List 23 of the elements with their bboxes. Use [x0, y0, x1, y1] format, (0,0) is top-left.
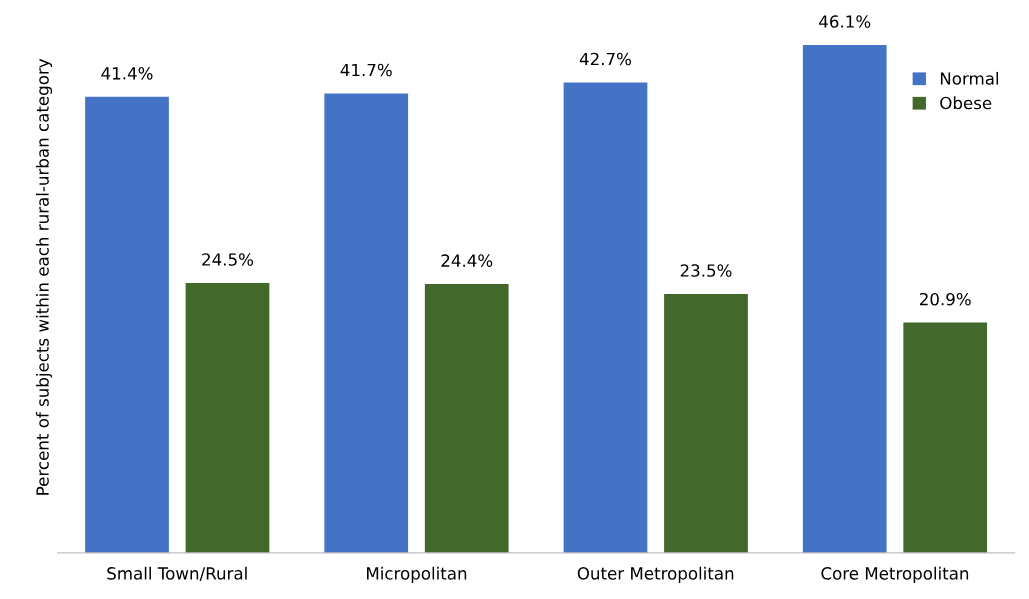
bar	[424, 284, 509, 553]
x-tick-label: Outer Metropolitan	[577, 566, 734, 583]
bar	[664, 293, 748, 553]
bar	[85, 96, 169, 553]
data-label: 23.5%	[680, 264, 732, 277]
legend-label: Normal	[940, 71, 999, 85]
data-label: 24.5%	[202, 253, 254, 266]
data-label: 41.4%	[101, 67, 153, 80]
bar	[185, 282, 270, 553]
data-label: 41.7%	[340, 63, 392, 77]
bar	[903, 322, 988, 553]
data-label: 46.1%	[819, 15, 871, 28]
data-label: 24.4%	[441, 254, 493, 267]
x-tick-label: Micropolitan	[367, 566, 467, 583]
legend-label: Obese	[940, 96, 992, 110]
bar	[802, 44, 887, 553]
data-label: 42.7%	[579, 52, 632, 66]
y-axis-title: Percent of subjects within each rural-urban category	[35, 58, 53, 495]
x-tick-label: Core Metropolitan	[821, 566, 969, 583]
bar	[563, 82, 648, 553]
x-tick-label: Small Town/Rural	[107, 566, 247, 581]
data-label: 20.9%	[919, 292, 971, 306]
bar	[324, 93, 409, 553]
